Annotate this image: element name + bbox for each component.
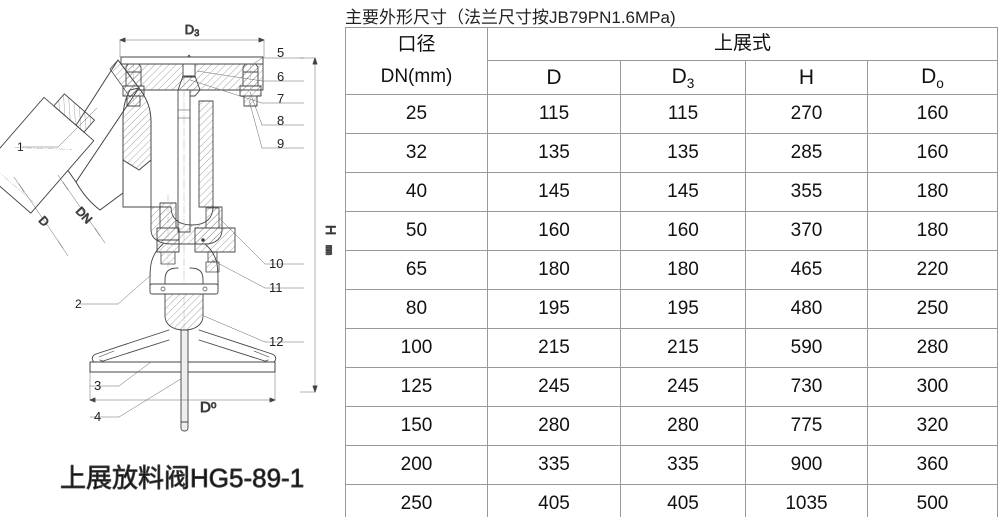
svg-text:上展放料阀HG5-89-1: 上展放料阀HG5-89-1 — [60, 463, 304, 493]
svg-text:H: H — [323, 225, 339, 235]
svg-text:Do: Do — [200, 399, 217, 416]
svg-text:11: 11 — [269, 280, 283, 295]
svg-text:2: 2 — [75, 297, 82, 311]
svg-text:7: 7 — [277, 91, 284, 106]
svg-text:6: 6 — [277, 69, 284, 84]
svg-text:12: 12 — [269, 334, 283, 349]
svg-text:8: 8 — [277, 113, 284, 128]
svg-text:DN: DN — [73, 204, 95, 226]
svg-text:5: 5 — [277, 45, 284, 60]
svg-text:4: 4 — [94, 409, 101, 424]
svg-text:9: 9 — [277, 136, 284, 151]
svg-text:㎜: ㎜ — [323, 245, 334, 255]
svg-text:D3: D3 — [185, 22, 199, 38]
svg-text:10: 10 — [269, 256, 283, 271]
svg-text:3: 3 — [94, 378, 101, 393]
svg-text:1: 1 — [17, 140, 24, 154]
svg-text:D: D — [36, 213, 52, 229]
